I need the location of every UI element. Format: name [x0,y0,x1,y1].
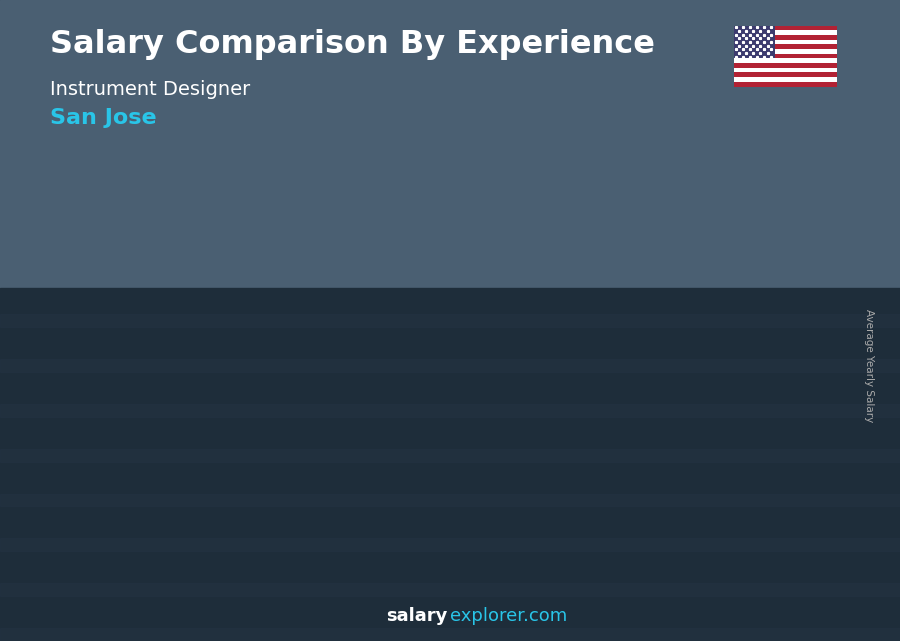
Bar [201,383,208,532]
Bar [734,82,837,87]
Bar [79,411,86,419]
Bar [0,359,900,372]
Bar [0,494,900,506]
Bar [734,40,837,44]
Text: +17%: +17% [379,226,436,244]
Text: 54,700 USD: 54,700 USD [202,430,281,443]
Text: 105,000 USD: 105,000 USD [688,328,776,341]
Bar [208,383,271,392]
Bar [201,383,208,392]
Text: Average Yearly Salary: Average Yearly Salary [863,309,874,422]
Text: Instrument Designer: Instrument Designer [50,80,250,99]
Bar [86,411,149,419]
Bar [734,77,837,82]
Bar [0,314,900,327]
Bar [573,261,636,270]
Text: 44,600 USD: 44,600 USD [80,456,158,469]
Text: 77,600 USD: 77,600 USD [324,388,402,401]
Bar [688,247,695,532]
Bar [0,628,900,641]
Bar [329,321,393,329]
Bar [329,321,393,532]
Text: +23%: +23% [135,323,194,341]
Text: explorer.com: explorer.com [450,607,567,625]
Text: Salary Comparison By Experience: Salary Comparison By Experience [50,29,654,60]
Bar [734,72,837,77]
Bar [208,383,271,532]
Bar [0,404,900,417]
Bar [734,26,837,30]
Bar [0,288,900,641]
Bar [734,30,837,35]
Bar [734,54,837,58]
Bar [734,35,837,40]
Text: +42%: +42% [256,261,315,279]
Text: San Jose: San Jose [50,108,156,128]
Bar [734,44,837,49]
Bar [79,411,86,532]
Bar [734,68,837,72]
Bar [734,49,837,54]
Bar [452,286,515,294]
Bar [0,538,900,551]
Bar [688,247,695,255]
Bar [444,286,452,532]
Text: +10%: +10% [500,201,558,219]
Text: salary: salary [386,607,447,625]
Text: 99,700 USD: 99,700 USD [567,343,645,356]
Bar [695,247,758,532]
Bar [695,247,758,255]
Bar [444,286,452,294]
Bar [566,261,573,270]
Bar [566,261,573,532]
Bar [734,26,775,58]
Bar [86,411,149,532]
Bar [452,286,515,532]
Bar [0,449,900,462]
Bar [0,0,900,288]
Text: +6%: +6% [628,186,674,204]
Bar [322,321,329,532]
Bar [322,321,329,329]
Bar [573,261,636,532]
Bar [734,63,837,68]
Text: 90,600 USD: 90,600 USD [446,362,524,374]
Bar [0,583,900,596]
Bar [734,58,837,63]
